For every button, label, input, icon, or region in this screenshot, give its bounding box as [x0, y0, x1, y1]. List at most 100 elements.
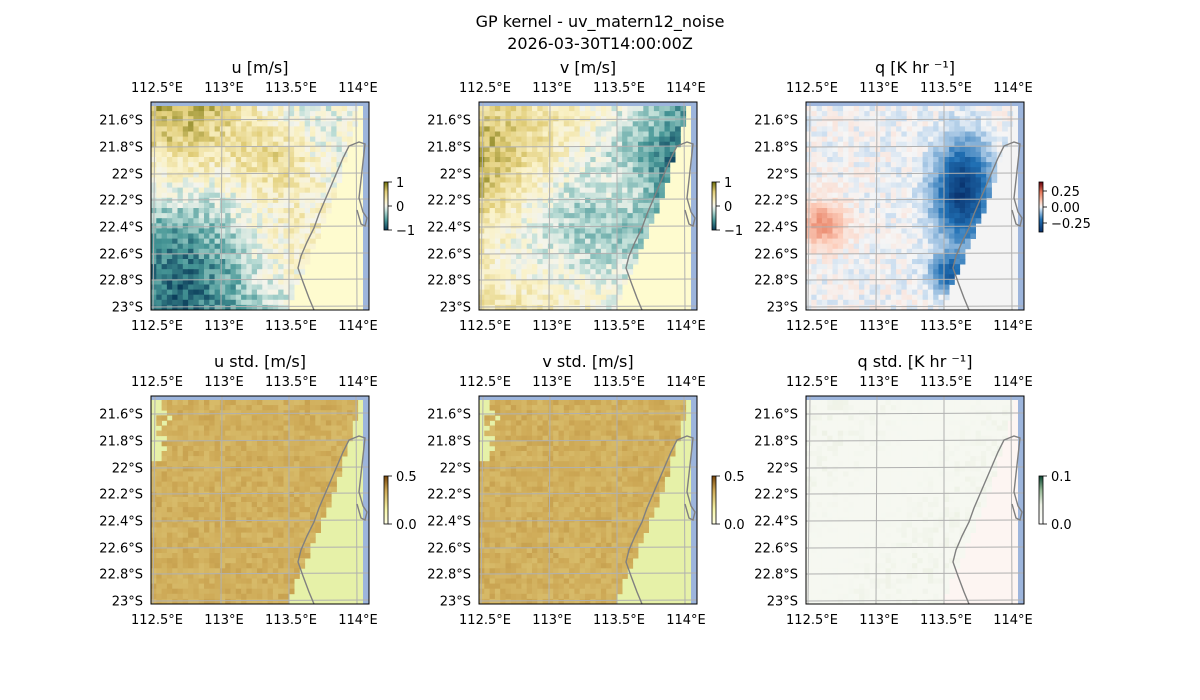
colorbar-tick-label: 0: [396, 200, 404, 215]
heatmap-cell: [970, 167, 976, 173]
heatmap-cell: [182, 192, 189, 199]
heatmap-cell: [172, 471, 178, 477]
heatmap-cell: [204, 238, 210, 245]
heatmap-cell: [336, 121, 343, 127]
heatmap-cell: [811, 279, 817, 285]
heatmap-cell: [585, 213, 591, 219]
heatmap-cell: [959, 208, 966, 214]
heatmap-cell: [182, 197, 189, 204]
heatmap-cell: [172, 491, 178, 498]
heatmap-cell: [938, 141, 945, 148]
heatmap-cell: [632, 192, 639, 199]
heatmap-cell: [257, 177, 263, 183]
heatmap-cell: [590, 299, 596, 306]
heatmap-cell: [161, 177, 168, 183]
heatmap-cell: [996, 111, 1003, 117]
heatmap-cell: [262, 121, 268, 127]
heatmap-cell: [611, 213, 618, 219]
heatmap-cell: [204, 425, 210, 431]
heatmap-cell: [241, 274, 247, 280]
heatmap-cell: [510, 141, 517, 148]
heatmap-cell: [500, 167, 506, 173]
heatmap-cell: [912, 264, 918, 270]
heatmap-cell: [590, 192, 596, 199]
heatmap-cell: [811, 243, 817, 250]
heatmap-cell: [479, 116, 485, 122]
heatmap-cell: [182, 486, 189, 493]
heatmap-cell: [288, 131, 295, 137]
heatmap-cell: [917, 264, 923, 270]
heatmap-cell: [251, 502, 258, 508]
heatmap-cell: [494, 213, 501, 219]
heatmap-cell: [837, 299, 844, 306]
heatmap-cell: [479, 151, 485, 158]
heatmap-cell: [553, 269, 559, 275]
heatmap-cell: [959, 253, 966, 260]
heatmap-cell: [288, 146, 295, 153]
heatmap-cell: [310, 131, 316, 137]
heatmap-cell: [219, 481, 226, 488]
heatmap-cell: [209, 410, 215, 416]
heatmap-cell: [563, 197, 570, 204]
heatmap-cell: [869, 197, 876, 204]
heatmap-cell: [193, 192, 200, 199]
axes-frame: [150, 101, 370, 311]
heatmap-cell: [198, 208, 205, 214]
heatmap-cell: [182, 502, 189, 508]
heatmap-cell: [959, 172, 966, 178]
heatmap-cell: [585, 284, 591, 290]
heatmap-cell: [595, 228, 602, 234]
heatmap-cell: [590, 274, 596, 280]
heatmap-cell: [494, 157, 501, 163]
heatmap-cell: [648, 106, 655, 112]
heatmap-cell: [595, 182, 602, 188]
heatmap-cell: [494, 116, 501, 122]
heatmap-cell: [954, 167, 961, 173]
heatmap-cell: [262, 420, 268, 426]
heatmap-cell: [553, 111, 559, 117]
heatmap-cell: [816, 162, 823, 168]
heatmap-cell: [874, 269, 881, 275]
heatmap-cell: [606, 162, 612, 168]
heatmap-cell: [299, 121, 306, 127]
heatmap-cell: [204, 116, 210, 122]
heatmap-cell: [294, 269, 300, 275]
heatmap-cell: [288, 284, 295, 290]
heatmap-cell: [938, 126, 945, 132]
heatmap-cell: [927, 202, 934, 209]
heatmap-cell: [283, 253, 290, 260]
heatmap-cell: [627, 269, 634, 275]
heatmap-cell: [606, 259, 612, 265]
heatmap-cell: [537, 243, 543, 250]
heatmap-cell: [166, 157, 173, 163]
heatmap-cell: [204, 435, 210, 442]
heatmap-cell: [278, 131, 284, 137]
heatmap-cell: [246, 177, 253, 183]
heatmap-cell: [151, 284, 157, 290]
heatmap-cell: [479, 299, 485, 306]
heatmap-cell: [177, 116, 184, 122]
heatmap-cell: [622, 253, 628, 260]
heatmap-cell: [890, 218, 897, 224]
heatmap-cell: [996, 157, 1003, 163]
heatmap-cell: [246, 192, 253, 199]
heatmap-cell: [917, 218, 923, 224]
heatmap-cell: [912, 213, 918, 219]
heatmap-cell: [214, 162, 221, 168]
heatmap-cell: [230, 435, 237, 442]
heatmap-cell: [177, 466, 184, 472]
heatmap-cell: [283, 238, 290, 245]
heatmap-cell: [595, 162, 602, 168]
panel-title: v [m/s]: [560, 58, 616, 77]
heatmap-cell: [214, 476, 221, 482]
heatmap-cell: [214, 522, 221, 528]
heatmap-cell: [267, 162, 274, 168]
heatmap-cell: [172, 223, 178, 229]
parallel-line: [479, 225, 697, 228]
heatmap-cell: [204, 162, 210, 168]
heatmap-cell: [188, 126, 194, 132]
heatmap-cell: [537, 228, 543, 234]
heatmap-cell: [214, 294, 221, 301]
heatmap-cell: [230, 141, 237, 148]
heatmap-cell: [896, 218, 902, 224]
